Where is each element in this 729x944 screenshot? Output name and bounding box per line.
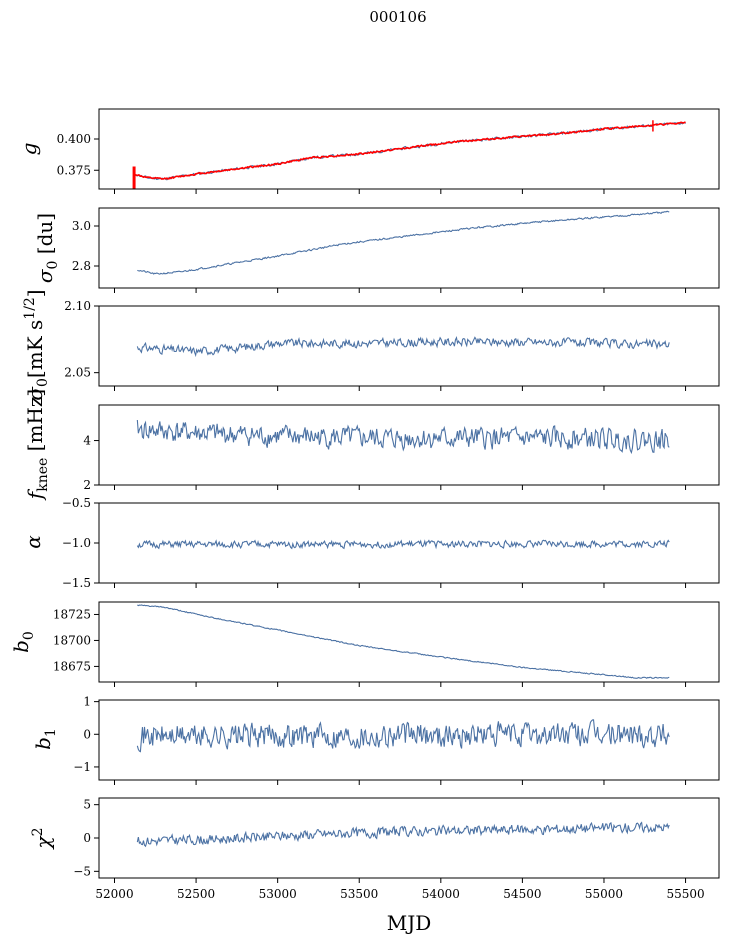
y-axis-label-b1: b1	[31, 728, 59, 750]
x-tick-label: 52000	[95, 887, 133, 901]
series-line-g-1	[133, 121, 686, 180]
y-tick-label-fknee: 2	[83, 478, 91, 492]
panels: 0.3750.4002.83.02.052.1024−1.5−1.0−0.518…	[53, 108, 720, 901]
panel-fknee: 24	[83, 404, 720, 492]
y-axis-label-g: g	[17, 143, 41, 156]
y-axis-label-b0: b0	[9, 631, 37, 653]
series-line-sigma0_du-0	[137, 210, 670, 275]
axes-frame-fknee	[98, 404, 720, 486]
y-tick-label-sigma0_du: 2.8	[72, 259, 91, 273]
panel-sigma0_du: 2.8 3.0	[72, 207, 720, 293]
svg-text:b0: b0	[9, 631, 37, 653]
axes-frame-sigma0_mks	[98, 305, 720, 387]
svg-text:fknee [mHz]: fknee [mHz]	[23, 389, 51, 501]
y-tick-label-sigma0_mks: 2.10	[64, 299, 91, 313]
y-tick-label-b1: 1	[83, 695, 91, 709]
y-tick-label-sigma0_mks: 2.05	[64, 366, 91, 380]
panel-alpha: −1.5 −1.0 −0.5	[62, 496, 720, 590]
y-tick-label-b1: 0	[83, 727, 91, 741]
series-line-alpha-0	[136, 539, 670, 550]
y-axis-label-sigma0-mks: σ0[mK s1/2]	[22, 289, 51, 400]
series-line-fknee-0	[136, 419, 670, 455]
x-tick-label: 55500	[666, 887, 704, 901]
y-axis-label-fknee: fknee [mHz]	[23, 389, 51, 501]
panel-sigma0_mks: 2.05 2.10	[64, 299, 720, 391]
series-line-sigma0_mks-0	[136, 336, 670, 358]
axes-frame-sigma0_du	[98, 207, 720, 289]
x-tick-label: 55000	[585, 887, 623, 901]
svg-text:α: α	[21, 535, 45, 549]
y-tick-label-g: 0.375	[57, 163, 91, 177]
y-axis-label-chi2: χ2	[30, 827, 55, 850]
panel-g: 0.375 0.400	[57, 108, 720, 194]
y-axis-label-sigma0-du: σ0 [du]	[33, 213, 61, 283]
series-line-b0-0	[137, 604, 670, 679]
axes-frame-g	[98, 108, 720, 190]
svg-text:g: g	[17, 143, 41, 156]
axes-frame-b0	[98, 601, 720, 683]
svg-text:χ2: χ2	[30, 827, 55, 850]
x-tick-label: 54500	[503, 887, 541, 901]
series-line-b1-0	[136, 719, 670, 753]
y-axis-label-alpha: α	[21, 535, 45, 549]
x-tick-label: 53000	[259, 887, 297, 901]
y-tick-label-chi2: 5	[83, 798, 91, 812]
svg-text:b1: b1	[31, 728, 59, 750]
x-axis-label: MJD	[387, 911, 432, 935]
axes-frame-b1	[98, 699, 720, 781]
y-tick-label-g: 0.400	[57, 132, 91, 146]
y-tick-label-chi2: −5	[73, 864, 91, 878]
y-tick-label-alpha: −1.0	[62, 536, 91, 550]
y-tick-label-fknee: 4	[83, 434, 91, 448]
y-tick-label-alpha: −0.5	[62, 496, 91, 510]
svg-text:σ0[mK s1/2]: σ0[mK s1/2]	[22, 289, 51, 400]
y-tick-label-b0: 18675	[53, 659, 91, 673]
y-tick-label-b0: 18725	[53, 607, 91, 621]
x-tick-label: 54000	[422, 887, 460, 901]
y-tick-label-chi2: 0	[83, 831, 91, 845]
y-tick-label-alpha: −1.5	[62, 576, 91, 590]
y-tick-label-sigma0_du: 3.0	[72, 219, 91, 233]
svg-text:σ0 [du]: σ0 [du]	[33, 213, 61, 283]
figure-title: 000106	[369, 8, 426, 26]
x-tick-label: 52500	[177, 887, 215, 901]
panel-b1: −1 0 1	[73, 695, 720, 785]
panel-chi2: −5 0 5 52000 52500 53000 53500 54000 54500 55000 5…	[73, 797, 720, 901]
series-line-chi2-0	[136, 821, 670, 848]
y-tick-label-b0: 18700	[53, 633, 91, 647]
x-tick-label: 53500	[340, 887, 378, 901]
axes-frame-chi2	[98, 797, 720, 879]
y-tick-label-b1: −1	[73, 760, 91, 774]
panel-b0: 18675 18700 18725	[53, 601, 720, 687]
